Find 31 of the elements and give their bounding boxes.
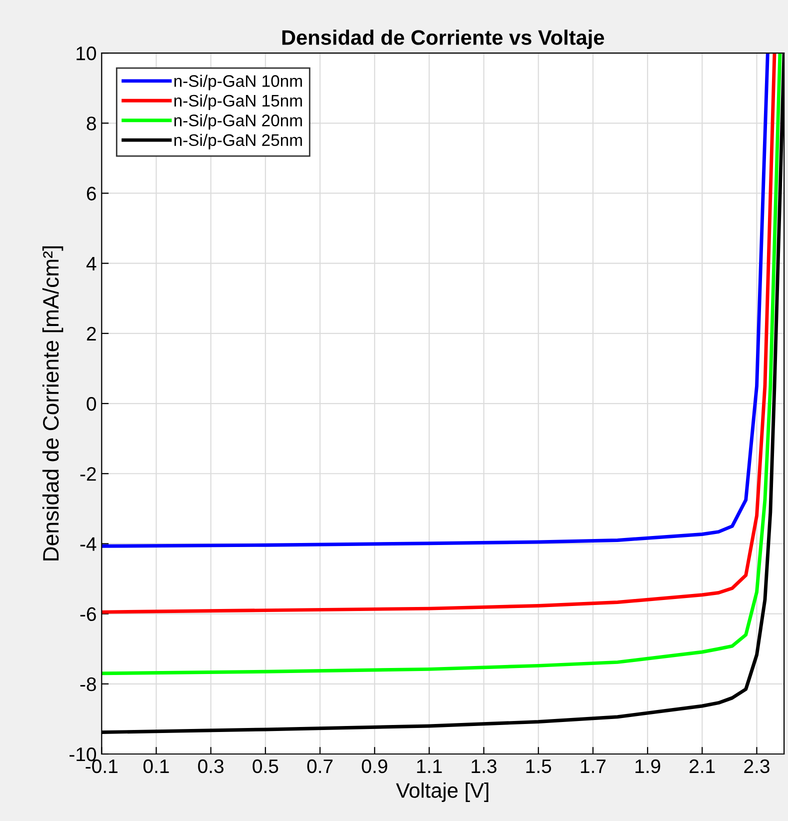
x-tick-label: 1.1	[417, 760, 442, 773]
x-tick-label: 1.7	[580, 760, 606, 773]
y-tick-label: 0	[86, 396, 96, 411]
y-tick-label: -4	[80, 537, 96, 551]
x-tick-label: 1.3	[472, 759, 496, 774]
y-tick-label: 8	[86, 116, 96, 130]
y-tick-label: -8	[80, 677, 96, 692]
y-tick-label: -6	[80, 607, 96, 622]
y-axis-title: Densidad de Corriente [mA/cm²]	[42, 246, 64, 560]
x-tick-label: 0.9	[362, 759, 388, 774]
y-tick-label: 10	[76, 46, 96, 60]
x-tick-label: 0.1	[143, 759, 169, 774]
y-tick-label: 6	[86, 186, 96, 200]
x-tick-label: 0.3	[198, 759, 224, 774]
x-tick-label: 0.7	[307, 759, 333, 774]
x-tick-label: 1.5	[526, 760, 552, 774]
y-tick-label: -2	[80, 467, 96, 481]
legend-label: n-Si/p-GaN 15nm	[174, 94, 302, 110]
x-tick-label: -0.1	[86, 759, 118, 774]
legend-label: n-Si/p-GaN 25nm	[174, 134, 302, 150]
x-tick-label: 1.9	[636, 759, 660, 774]
x-tick-label: 0.5	[252, 759, 278, 774]
chart-title: Densidad de Corriente vs Voltaje	[282, 30, 604, 50]
x-axis-title: Voltaje [V]	[396, 782, 488, 802]
legend-label: n-Si/p-GaN 10nm	[174, 74, 302, 90]
x-tick-label: 2.1	[690, 759, 715, 773]
legend-label: n-Si/p-GaN 20nm	[174, 114, 302, 130]
y-tick-label: -10	[70, 747, 96, 762]
x-tick-label: 2.3	[744, 759, 770, 774]
y-tick-label: 4	[86, 256, 96, 270]
y-tick-label: 2	[86, 326, 96, 340]
